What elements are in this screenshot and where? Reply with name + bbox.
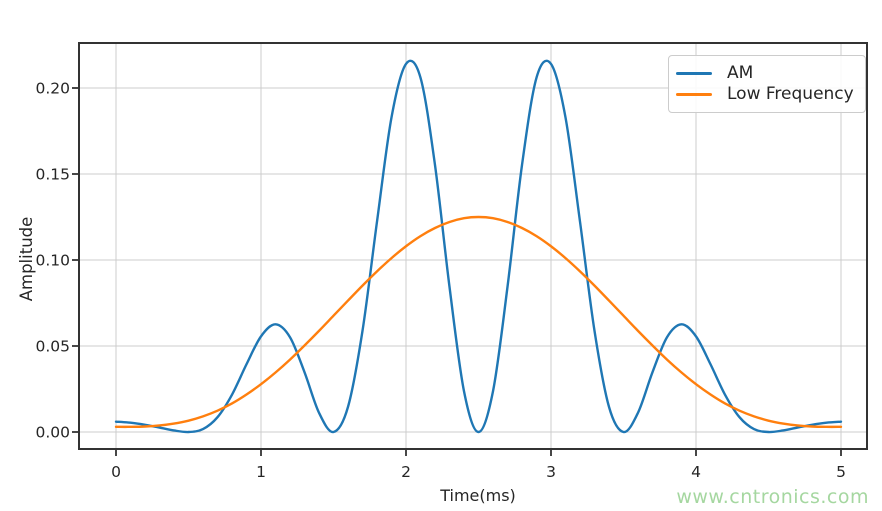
- legend-item-low-frequency: Low Frequency: [669, 85, 865, 103]
- x-tick-label: 1: [256, 463, 266, 481]
- legend-item-am: AM: [669, 64, 865, 82]
- watermark: www.cntronics.com: [676, 486, 869, 508]
- x-tick-label: 5: [836, 463, 846, 481]
- y-tick-label: 0.15: [35, 166, 70, 184]
- y-axis-title: Amplitude: [17, 216, 36, 302]
- x-tick-label: 0: [111, 463, 121, 481]
- legend-label-am: AM: [727, 63, 754, 83]
- y-tick-label: 0.05: [35, 338, 70, 356]
- x-tick-label: 2: [401, 463, 411, 481]
- am-line-swatch: [676, 71, 712, 75]
- y-tick-label: 0.10: [35, 252, 70, 270]
- y-tick-label: 0.00: [35, 424, 70, 442]
- legend: AM Low Frequency: [668, 55, 866, 113]
- y-tick-label: 0.20: [35, 80, 70, 98]
- low-frequency-line-swatch: [676, 92, 712, 96]
- am-line: [114, 59, 843, 434]
- x-tick-label: 3: [546, 463, 556, 481]
- x-tick-label: 4: [691, 463, 701, 481]
- low-frequency-line: [114, 215, 843, 429]
- legend-label-low-frequency: Low Frequency: [727, 84, 854, 104]
- x-axis-title: Time(ms): [440, 486, 516, 505]
- axes-border: [78, 42, 868, 450]
